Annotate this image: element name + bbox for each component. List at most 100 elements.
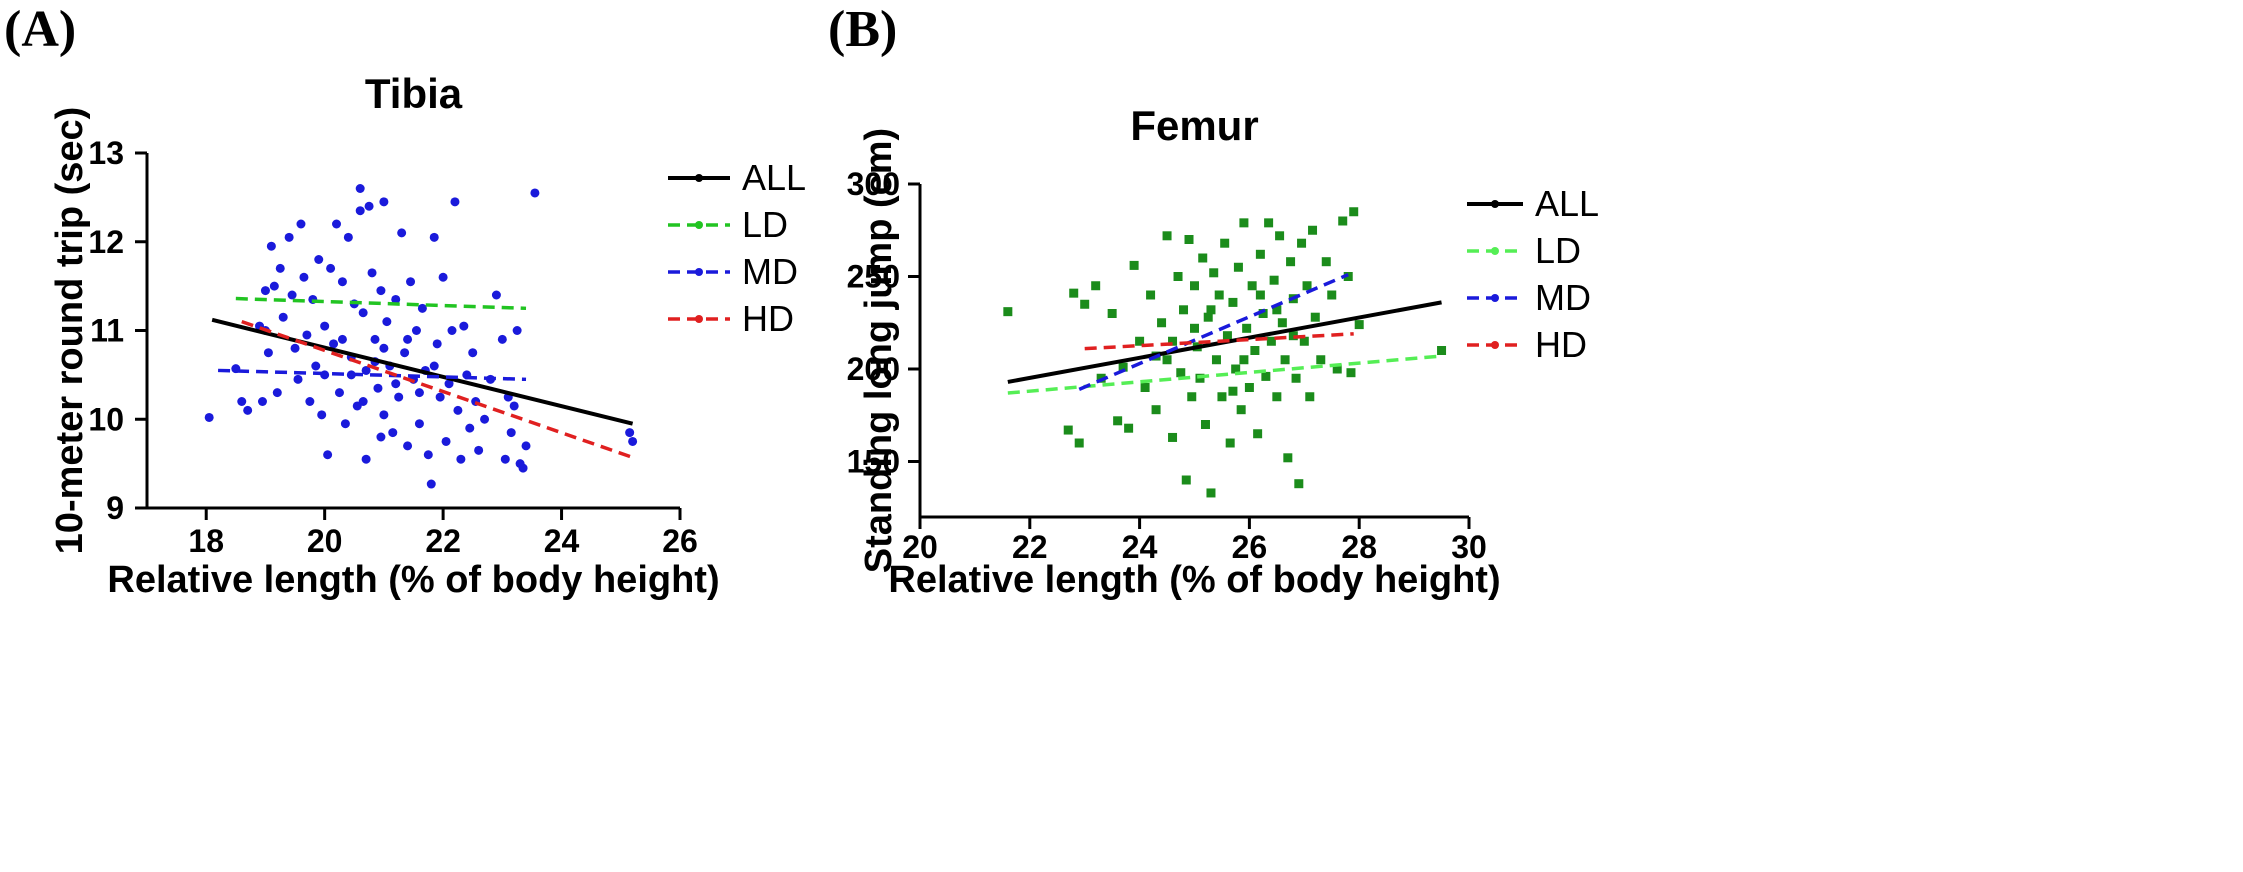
femur-data-point: [1124, 423, 1134, 433]
femur-x-tick-label: 22: [1012, 529, 1048, 565]
femur-data-point: [1187, 392, 1197, 402]
femur-data-point: [1091, 281, 1101, 291]
femur-x-axis-label: Relative length (% of body height): [888, 559, 1500, 601]
tibia-data-point: [204, 412, 214, 422]
tibia-data-point: [509, 401, 519, 411]
tibia-data-point: [278, 312, 288, 322]
tibia-data-point: [426, 479, 436, 489]
tibia-data-point: [456, 454, 466, 464]
tibia-y-tick-label: 10: [88, 401, 124, 437]
tibia-legend-label-all: ALL: [742, 157, 806, 198]
tibia-data-point: [459, 321, 469, 331]
femur-data-point: [1247, 281, 1257, 291]
femur-data-point: [1280, 355, 1290, 365]
tibia-data-point: [361, 365, 371, 375]
tibia-data-point: [332, 219, 342, 229]
tibia-fit-line-hd: [241, 319, 634, 460]
femur-data-point: [1250, 346, 1260, 355]
tibia-data-point: [411, 326, 421, 335]
tibia-x-tick-label: 26: [662, 523, 698, 559]
femur-data-point: [1184, 235, 1194, 244]
tibia-data-point: [329, 339, 339, 349]
femur-data-point: [1299, 336, 1309, 346]
tibia-legend-label-md: MD: [742, 251, 798, 292]
tibia-data-point: [397, 228, 407, 238]
tibia-data-point: [423, 450, 433, 460]
tibia-y-tick-label: 11: [90, 313, 124, 349]
femur-data-point: [1349, 207, 1359, 217]
tibia-data-point: [237, 397, 247, 406]
tibia-data-point: [403, 441, 413, 451]
tibia-data-point: [379, 343, 389, 353]
femur-data-point: [1255, 249, 1265, 259]
tibia-data-point: [480, 414, 490, 424]
femur-fit-line-md: [1078, 273, 1349, 391]
tibia-data-point: [302, 330, 312, 340]
tibia-data-point: [512, 326, 522, 335]
tibia-data-point: [305, 397, 315, 406]
femur-data-point: [1080, 299, 1090, 309]
tibia-data-point: [406, 277, 416, 287]
tibia-data-point: [403, 334, 413, 344]
tibia-chart-title: Tibia: [365, 70, 463, 117]
tibia-legend-marker-ld: [695, 221, 703, 229]
tibia-data-point: [391, 379, 401, 389]
tibia-data-point: [266, 241, 276, 251]
femur-data-point: [1338, 216, 1348, 226]
tibia-data-point: [500, 454, 510, 464]
femur-data-point: [1294, 479, 1304, 489]
femur-data-point: [1222, 331, 1232, 341]
tibia-data-point: [394, 392, 404, 402]
tibia-data-point: [628, 436, 638, 446]
femur-data-point: [1140, 383, 1150, 392]
tibia-data-point: [450, 197, 460, 207]
tibia-data-point: [435, 392, 445, 402]
tibia-data-point: [379, 197, 389, 207]
femur-data-point: [1003, 307, 1013, 317]
femur-data-point: [1206, 488, 1216, 498]
tibia-data-point: [453, 405, 463, 415]
tibia-y-tick-label: 9: [106, 490, 124, 526]
femur-data-point: [1176, 368, 1186, 378]
tibia-legend-marker-hd: [695, 315, 703, 323]
femur-data-point: [1264, 218, 1274, 228]
femur-data-point: [1063, 425, 1073, 435]
femur-data-point: [1231, 364, 1241, 374]
femur-chart-title: Femur: [1130, 102, 1258, 149]
femur-y-tick-label: 250: [847, 259, 900, 295]
tibia-data-point: [447, 326, 457, 335]
femur-y-tick-label: 300: [847, 166, 900, 202]
femur-legend-marker-hd: [1491, 341, 1499, 349]
tibia-data-point: [284, 232, 294, 242]
tibia-data-point: [414, 388, 424, 398]
tibia-data-point: [257, 397, 267, 406]
tibia-data-point: [337, 277, 347, 287]
tibia-x-tick-label: 24: [544, 523, 580, 559]
femur-data-point: [1146, 290, 1156, 300]
femur-y-tick-label: 200: [847, 351, 900, 387]
femur-data-point: [1217, 392, 1227, 402]
tibia-data-point: [320, 321, 330, 331]
femur-data-point: [1162, 355, 1172, 365]
femur-data-point: [1239, 355, 1249, 365]
tibia-data-point: [367, 268, 377, 278]
femur-data-point: [1261, 371, 1271, 381]
tibia-data-point: [429, 232, 439, 242]
femur-legend-label-hd: HD: [1535, 324, 1587, 365]
femur-data-point: [1069, 288, 1079, 298]
tibia-data-point: [243, 405, 253, 415]
tibia-x-tick-label: 20: [307, 523, 343, 559]
tibia-data-point: [400, 348, 410, 358]
femur-data-point: [1203, 312, 1213, 322]
tibia-data-point: [429, 361, 439, 371]
tibia-data-point: [444, 379, 454, 389]
tibia-x-axis-label: Relative length (% of body height): [107, 559, 719, 601]
tibia-data-point: [343, 232, 353, 242]
tibia-data-point: [272, 388, 282, 398]
tibia-data-point: [269, 281, 279, 291]
femur-data-point: [1228, 297, 1238, 307]
tibia-y-axis-label: 10-meter round trip (sec): [49, 107, 91, 555]
femur-data-point: [1168, 336, 1178, 346]
femur-data-point: [1275, 231, 1285, 241]
femur-y-axis-label: Standing long jump (cm): [858, 128, 900, 573]
